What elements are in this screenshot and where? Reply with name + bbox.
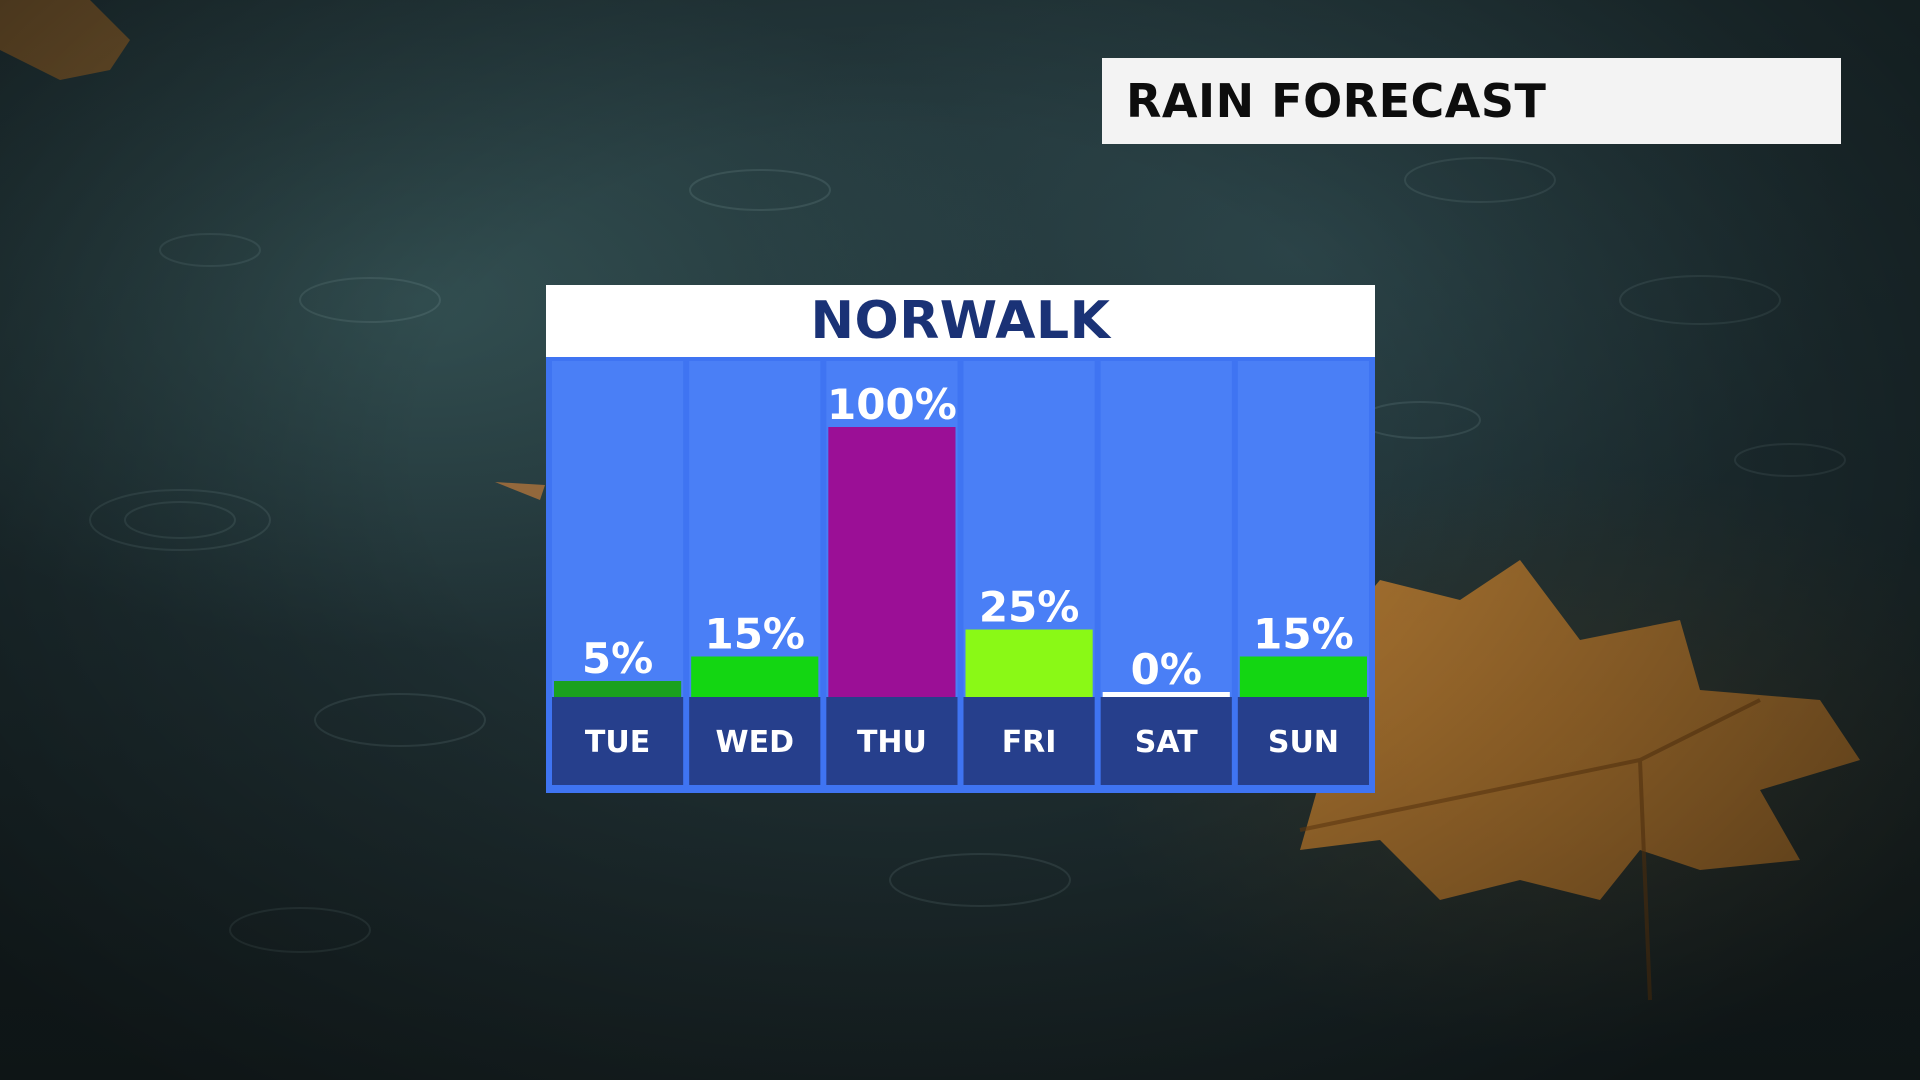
day-band-wed — [689, 697, 821, 785]
title-bar: RAIN FORECAST — [1102, 58, 1841, 144]
bar-thu — [828, 427, 956, 697]
day-band-sun — [1237, 697, 1369, 785]
column-bg-wed — [689, 361, 821, 697]
value-label-fri: 25% — [979, 583, 1080, 632]
bar-fri — [965, 629, 1093, 697]
value-label-thu: 100% — [827, 380, 957, 429]
rain-chance-chart: 5% TUE 15% WED 100% THU 25% FRI 0% SAT 15% SUN — [546, 357, 1375, 793]
day-label-fri: FRI — [1002, 725, 1057, 760]
day-label-sat: SAT — [1135, 725, 1198, 760]
bar-sat — [1102, 692, 1230, 697]
value-label-wed: 15% — [704, 610, 805, 659]
day-band-tue — [552, 697, 684, 785]
value-label-sat: 0% — [1131, 645, 1202, 694]
bar-sun — [1239, 656, 1367, 697]
city-header: NORWALK — [546, 285, 1375, 357]
column-bg-sun — [1237, 361, 1369, 697]
day-label-tue: TUE — [585, 725, 650, 760]
column-bg-tue — [552, 361, 684, 697]
column-bg-sat — [1100, 361, 1232, 697]
value-label-tue: 5% — [582, 634, 653, 683]
page-title: RAIN FORECAST — [1126, 74, 1547, 128]
autumn-leaf-shape — [1280, 560, 1860, 900]
day-label-sun: SUN — [1268, 725, 1339, 760]
day-band-fri — [963, 697, 1095, 785]
value-label-sun: 15% — [1253, 610, 1354, 659]
day-band-thu — [826, 697, 958, 785]
chart-frame — [546, 357, 1375, 793]
bar-tue — [554, 681, 682, 697]
bar-wed — [691, 656, 819, 697]
city-name: NORWALK — [810, 291, 1111, 351]
day-label-thu: THU — [857, 725, 927, 760]
rain-chart-panel: NORWALK 5% TUE 15% WED 100% THU 25% FRI 0% SAT 15%… — [546, 285, 1375, 793]
day-label-wed: WED — [716, 725, 795, 760]
day-band-sat — [1100, 697, 1232, 785]
